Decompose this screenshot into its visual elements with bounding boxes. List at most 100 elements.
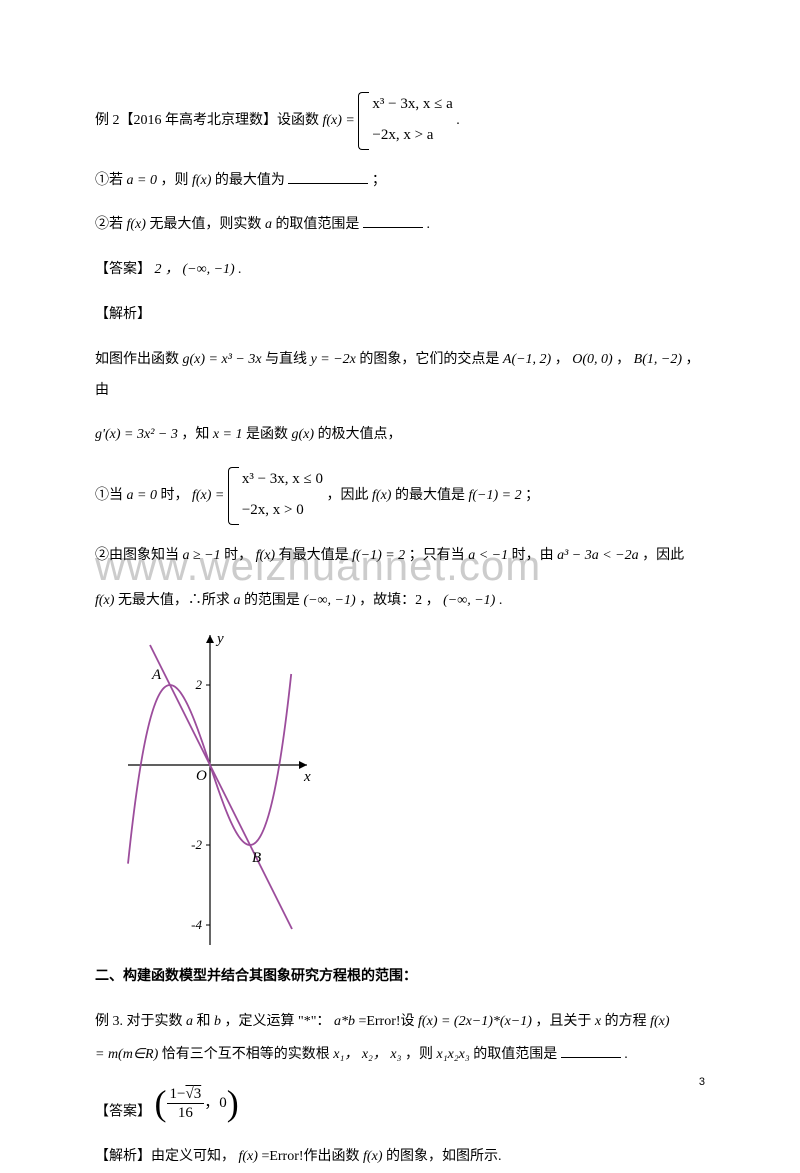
piecewise-brace: x³ − 3x, x ≤ a −2x, x > a	[358, 90, 452, 152]
math: a < −1	[468, 548, 508, 563]
math: f(x) =	[192, 488, 228, 503]
text: 有最大值是	[279, 548, 353, 563]
math: g(x) = x³ − 3x	[183, 352, 262, 367]
math: a ≥ −1	[183, 548, 221, 563]
text: ②若	[95, 217, 127, 232]
text: ；	[525, 488, 539, 503]
math: a = 0	[127, 173, 157, 188]
text: 时，由	[512, 548, 558, 563]
answer-value: 2 ， (−∞, −1) .	[155, 262, 242, 277]
svg-text:B: B	[252, 850, 261, 866]
text: ，	[555, 352, 573, 367]
piecewise-brace: x³ − 3x, x ≤ 0 −2x, x > 0	[228, 465, 323, 527]
math: x₁x₂x₃	[437, 1047, 470, 1062]
svg-text:A: A	[151, 667, 162, 683]
text: .	[456, 113, 460, 128]
text: ，因此	[642, 548, 684, 563]
text: 无最大值，则实数	[149, 217, 265, 232]
text: 恰有三个互不相等的实数根	[162, 1047, 334, 1062]
text: 的极大值点，	[318, 427, 402, 442]
solution-step-3: ①当 a = 0 时， f(x) = x³ − 3x, x ≤ 0 −2x, x…	[95, 465, 705, 527]
left-paren: (	[155, 1085, 167, 1121]
text: 的取值范围是	[275, 217, 359, 232]
text: ①当	[95, 488, 127, 503]
text: ，则	[160, 173, 192, 188]
math: O(0, 0)	[572, 352, 612, 367]
math: x₁， x₂， x₃	[333, 1047, 401, 1062]
question-2: ②若 f(x) 无最大值，则实数 a 的取值范围是 .	[95, 210, 705, 241]
svg-text:x: x	[303, 769, 311, 785]
math: g(x)	[292, 427, 315, 442]
answer-line: 【答案】 2 ， (−∞, −1) .	[95, 255, 705, 286]
math: f(x)	[95, 593, 114, 608]
answer-label: 【答案】	[95, 1104, 151, 1119]
math: f(x) =	[323, 113, 359, 128]
math: a = 0	[127, 488, 157, 503]
text: 1−	[170, 1086, 186, 1102]
blank-input	[561, 1043, 621, 1058]
text: 的取值范围是	[473, 1047, 557, 1062]
text: 的方程	[605, 1014, 651, 1029]
math: f(−1) = 2	[468, 488, 521, 503]
piece-2: −2x, x > 0	[242, 502, 304, 518]
text: ②由图象知当	[95, 548, 183, 563]
svg-text:-2: -2	[191, 837, 202, 852]
text: 和	[197, 1014, 215, 1029]
math: a	[186, 1014, 193, 1029]
text: =Error!作出函数	[261, 1149, 363, 1164]
text: 无最大值，∴所求	[118, 593, 234, 608]
text: ，故填：2 ，	[359, 593, 440, 608]
math: f(x)	[650, 1014, 669, 1029]
blank-input	[288, 169, 368, 184]
graph-svg: 2-2-4yxOAB	[95, 630, 345, 945]
section-2-title: 二、构建函数模型并结合其图象研究方程根的范围：	[95, 962, 705, 993]
math: y = −2x	[311, 352, 356, 367]
answer-label: 【答案】	[95, 262, 151, 277]
text: 的最大值为	[215, 173, 285, 188]
math: a³ − 3a < −2a	[557, 548, 639, 563]
text: 【解析】由定义可知，	[95, 1149, 235, 1164]
content-area: 例 2【2016 年高考北京理数】设函数 f(x) = x³ − 3x, x ≤…	[95, 90, 705, 1173]
example-2-problem: 例 2【2016 年高考北京理数】设函数 f(x) = x³ − 3x, x ≤…	[95, 90, 705, 152]
math: x	[595, 1014, 601, 1029]
text: 的图象，它们的交点是	[359, 352, 503, 367]
text: ，且关于	[535, 1014, 595, 1029]
math: (−∞, −1)	[443, 593, 495, 608]
svg-text:2: 2	[196, 677, 203, 692]
text: 例 3. 对于实数	[95, 1014, 186, 1029]
math: g'(x) = 3x² − 3	[95, 427, 178, 442]
math: x = 1	[213, 427, 243, 442]
solution-step-5: f(x) 无最大值，∴所求 a 的范围是 (−∞, −1) ，故填：2 ， (−…	[95, 586, 705, 617]
denominator: 16	[167, 1104, 205, 1122]
math: B(1, −2)	[634, 352, 682, 367]
answer-value: ( 1−√3 16 ，0 )	[155, 1085, 239, 1122]
text: ；只有当	[409, 548, 469, 563]
math: b	[214, 1014, 221, 1029]
text: =Error!设	[358, 1014, 418, 1029]
math: f(−1) = 2	[352, 548, 405, 563]
solution-label: 【解析】	[95, 300, 705, 331]
piece-2: −2x, x > a	[372, 127, 433, 143]
text: 如图作出函数	[95, 352, 183, 367]
svg-text:y: y	[215, 631, 224, 647]
solution-step-2: g'(x) = 3x² − 3 ，知 x = 1 是函数 g(x) 的极大值点，	[95, 420, 705, 451]
text: ，因此	[327, 488, 373, 503]
math: f(x)	[239, 1149, 258, 1164]
text: 时，	[160, 488, 192, 503]
page: www.weizhuannet.com 例 2【2016 年高考北京理数】设函数…	[0, 0, 800, 1132]
piece-1: x³ − 3x, x ≤ 0	[242, 471, 323, 487]
text: ①若	[95, 173, 127, 188]
text: 的最大值是	[395, 488, 469, 503]
text: .	[499, 593, 503, 608]
math: f(x)	[127, 217, 146, 232]
text: 例 2【2016 年高考北京理数】设函数	[95, 113, 323, 128]
text: 是函数	[246, 427, 292, 442]
math: A(−1, 2)	[503, 352, 551, 367]
fraction: 1−√3 16	[167, 1085, 205, 1122]
text: ，	[616, 352, 634, 367]
text: .	[426, 217, 430, 232]
text: ；	[372, 173, 386, 188]
numerator: 1−√3	[167, 1085, 205, 1104]
math: = m(m∈R)	[95, 1047, 158, 1062]
math: a*b	[334, 1014, 355, 1029]
